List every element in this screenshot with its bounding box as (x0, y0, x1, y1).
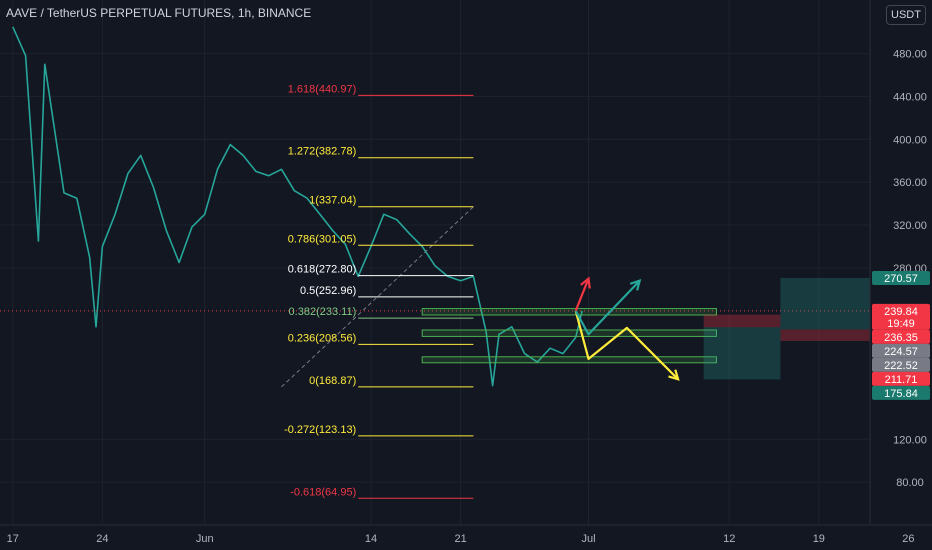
y-tick-label: 480.00 (893, 49, 927, 61)
price-series (12, 26, 583, 387)
x-tick-label: Jun (196, 533, 214, 545)
short-position-target-zone (703, 327, 781, 380)
price-tag-label: 270.57 (884, 273, 918, 285)
price-tag (872, 343, 930, 358)
price-tag-label: 224.57 (884, 346, 918, 358)
scenario-yellow-arrow-head (668, 369, 680, 381)
price-tag-countdown: 19:49 (887, 318, 915, 330)
y-tick-label: 400.00 (893, 134, 927, 146)
price-tag (872, 270, 930, 285)
chart-title: AAVE / TetherUS PERPETUAL FUTURES, 1h, B… (6, 6, 312, 20)
price-tag-label: 239.84 (884, 306, 918, 318)
support-zone (421, 329, 717, 337)
support-zone (421, 356, 717, 364)
grid (0, 0, 909, 525)
x-tick-label: 17 (7, 533, 19, 545)
fib-level-label: 0.5(252.96) (300, 285, 356, 297)
fib-level-label: -0.618(64.95) (290, 486, 356, 498)
long-position-stop-zone (780, 329, 896, 342)
price-tag-label: 175.84 (884, 388, 918, 400)
scenario-red-arrow (574, 278, 590, 312)
x-tick-label: 21 (454, 533, 466, 545)
x-tick-label: 19 (813, 533, 825, 545)
x-tick-label: Jul (581, 533, 595, 545)
scenario-yellow-arrow (574, 310, 679, 381)
price-tag (872, 329, 930, 344)
x-tick-label: 12 (723, 533, 735, 545)
scenario-red-arrow-head (580, 276, 591, 289)
fib-level-label: 0.786(301.05) (288, 233, 357, 245)
y-tick-label: 80.00 (896, 477, 924, 489)
fib-level-label: 1(337.04) (309, 195, 356, 207)
fib-level-label: -0.272(123.13) (284, 424, 356, 436)
y-tick-label: 320.00 (893, 220, 927, 232)
price-tag-label: 222.52 (884, 360, 918, 372)
price-tag (872, 371, 930, 386)
fib-level-label: 0.236(208.56) (288, 332, 357, 344)
scenario-teal-arrow (574, 279, 641, 336)
fib-level-label: 0(168.87) (309, 375, 356, 387)
short-position-stop-zone (703, 314, 781, 328)
currency-button[interactable]: USDT (886, 5, 926, 25)
drawings: 1.618(440.97) 1.272(382.78) 1(337.04) 0.786… (0, 83, 896, 499)
fib-trend-line (281, 206, 474, 388)
y-tick-label: 440.00 (893, 91, 927, 103)
price-tag (872, 385, 930, 400)
fib-level-label: 0.618(272.80) (288, 264, 357, 276)
price-tag-label: 236.35 (884, 332, 918, 344)
price-tag (872, 357, 930, 372)
x-tick-label: 24 (96, 533, 108, 545)
price-tag-label: 211.71 (885, 374, 918, 386)
fib-level-label: 1.618(440.97) (288, 83, 357, 95)
x-tick-label: 26 (902, 533, 914, 545)
fib-level-label: 1.272(382.78) (288, 146, 357, 158)
support-zone (421, 308, 717, 316)
x-tick-label: 14 (365, 533, 377, 545)
scenario-teal-arrow-head (629, 279, 642, 291)
fib-level-label: 0.382(233.11) (289, 306, 357, 318)
y-tick-label: 360.00 (893, 177, 927, 189)
price-line (12, 26, 583, 387)
price-tag (872, 303, 930, 330)
y-tick-label: 120.00 (893, 434, 927, 446)
x-axis-panel (0, 525, 932, 550)
